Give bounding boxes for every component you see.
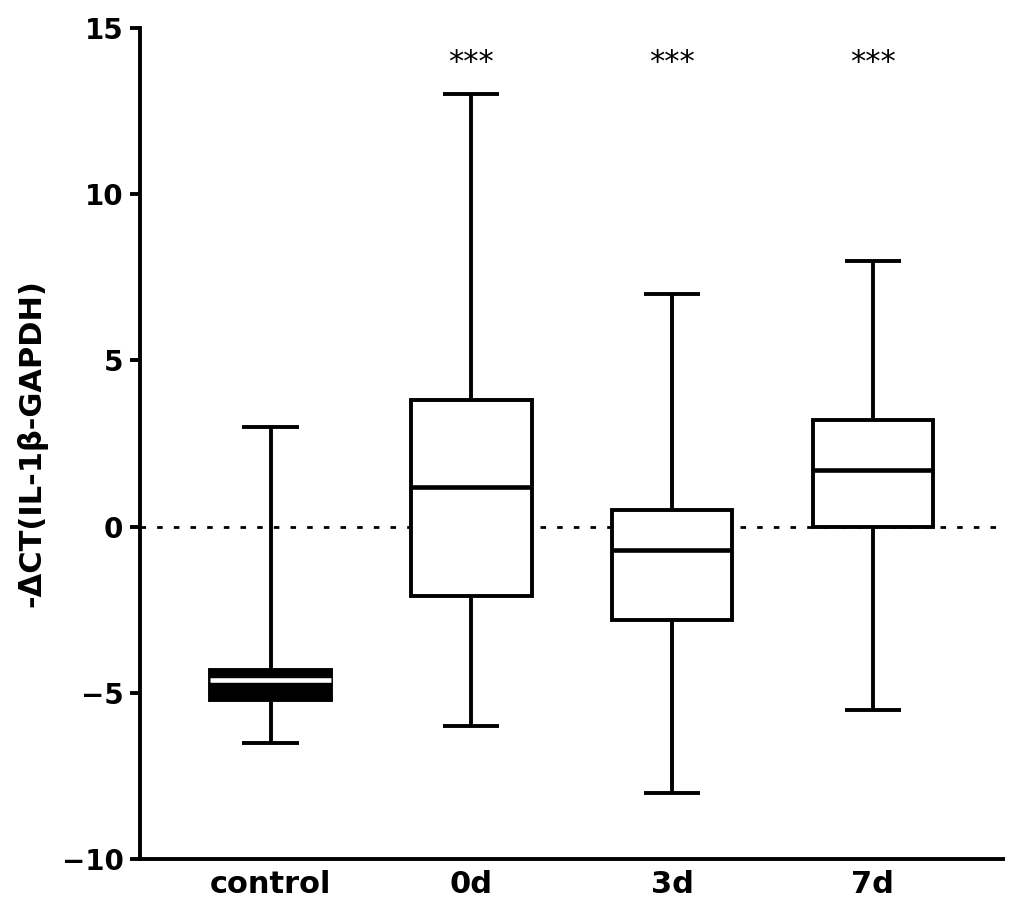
Bar xyxy=(611,510,732,620)
Bar xyxy=(210,670,330,700)
Text: ***: *** xyxy=(648,48,694,77)
Text: ***: *** xyxy=(849,48,895,77)
Y-axis label: -ΔCT(IL-1β-GAPDH): -ΔCT(IL-1β-GAPDH) xyxy=(16,279,48,607)
Bar xyxy=(812,420,932,527)
Bar xyxy=(411,400,531,596)
Text: ***: *** xyxy=(448,48,494,77)
